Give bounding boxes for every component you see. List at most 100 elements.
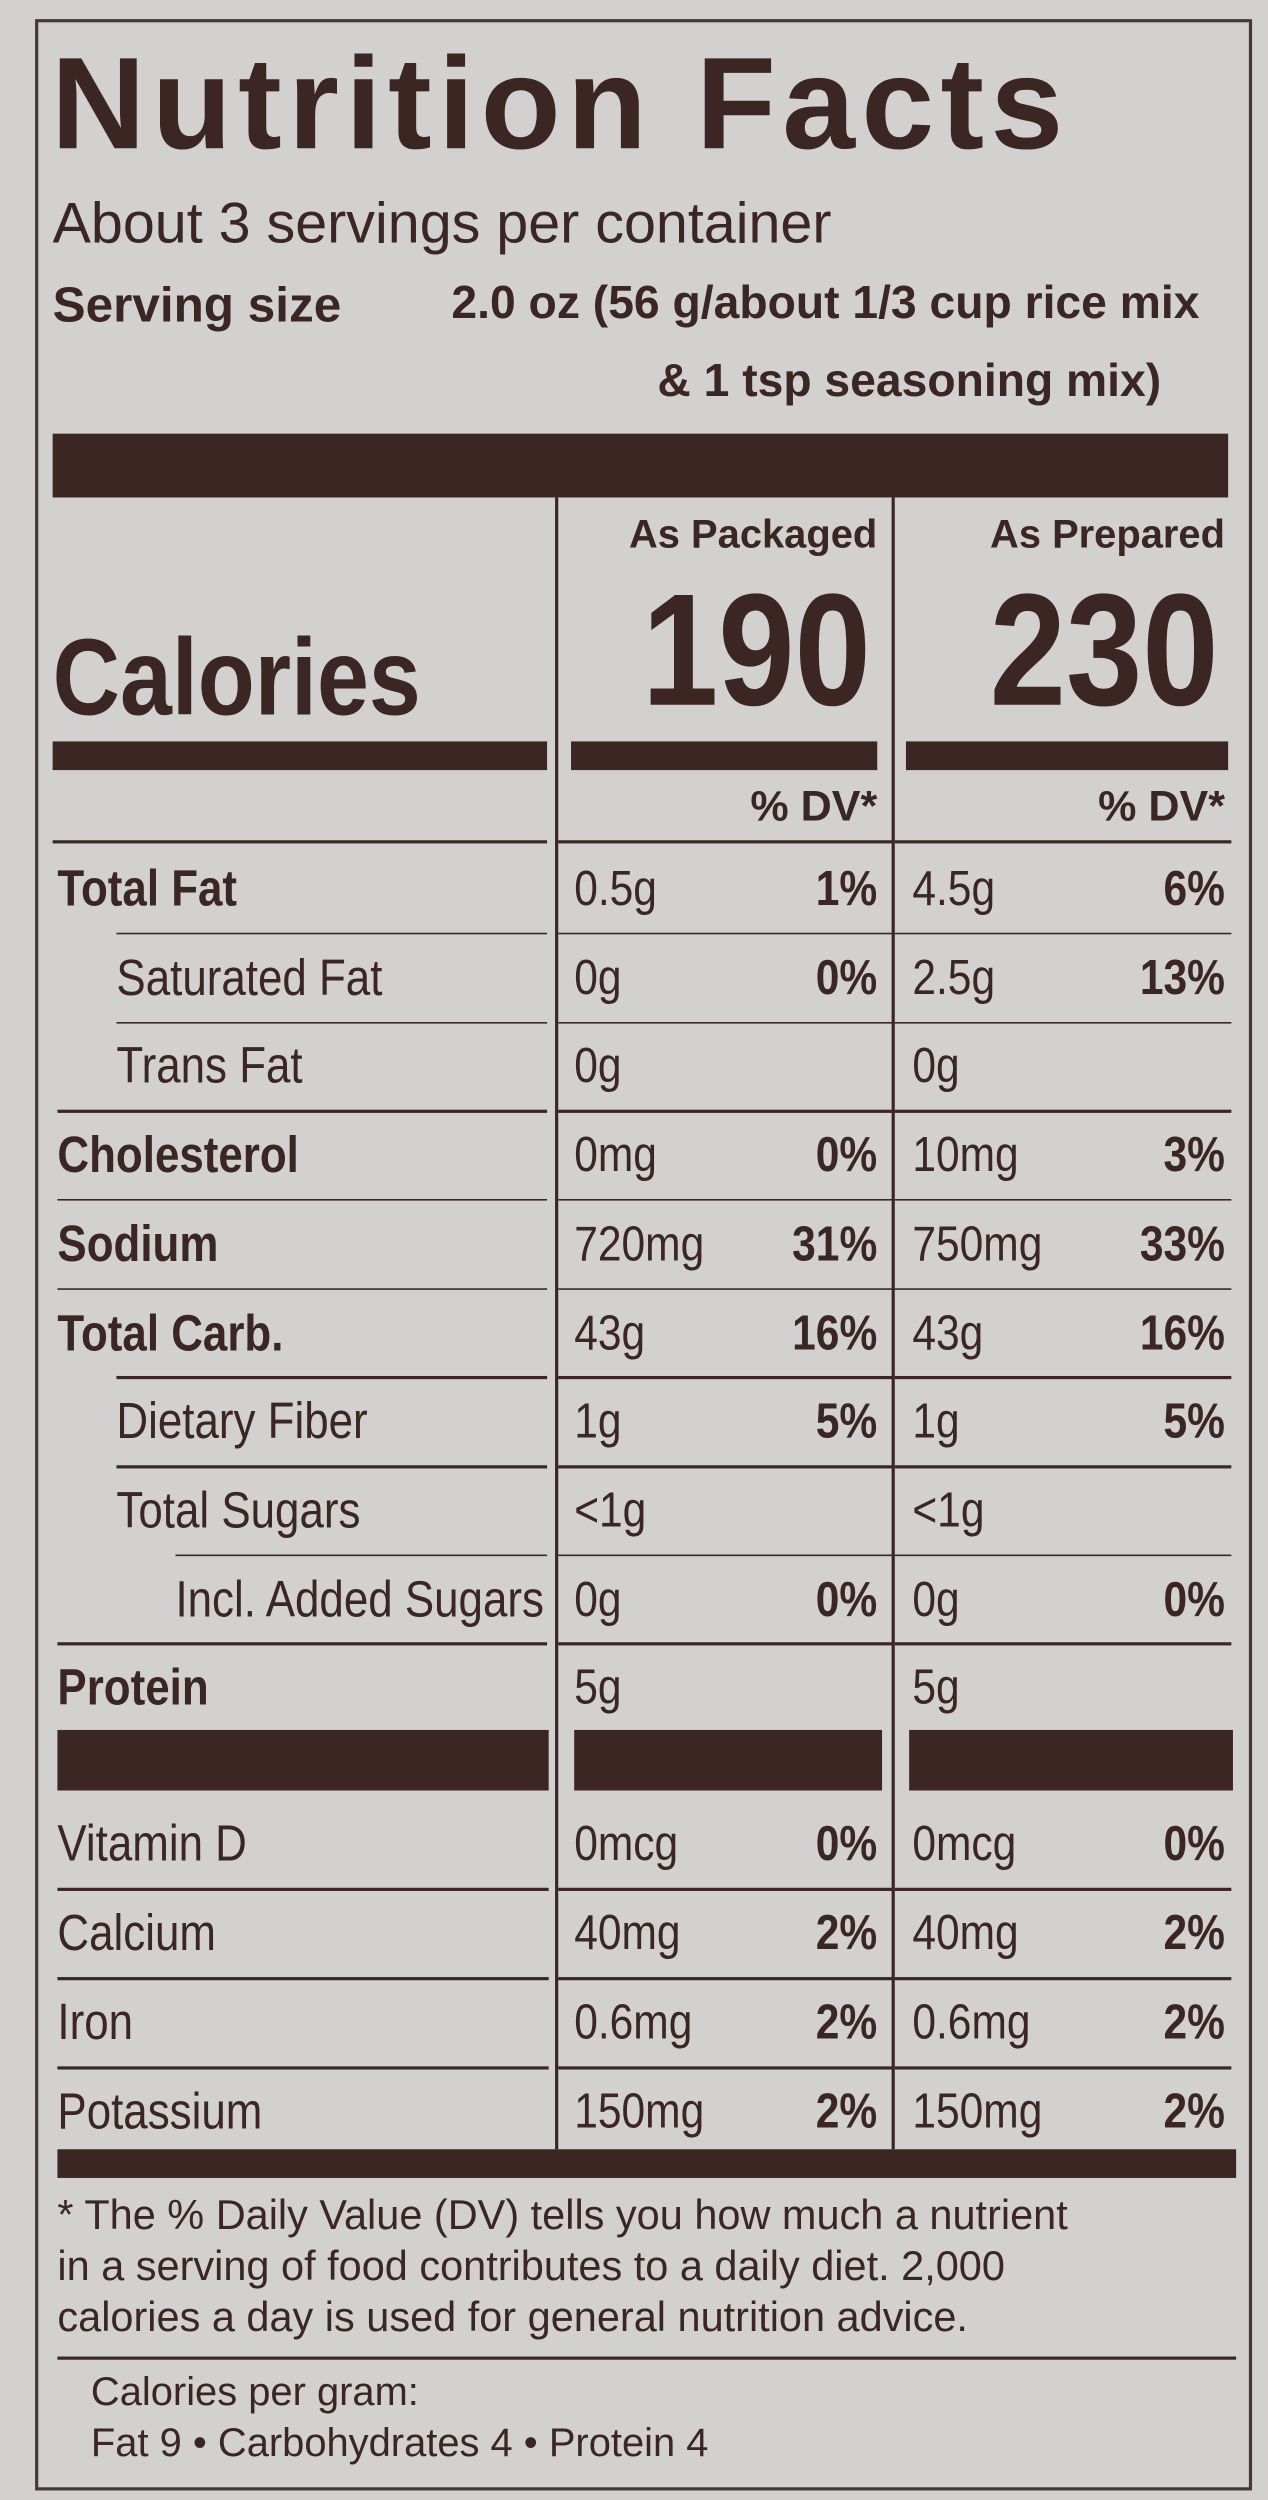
daily-value-text: 2% [1163, 2083, 1225, 2139]
amount-text: 43g [574, 1304, 646, 1361]
row-rule [57, 1977, 549, 1980]
amount-text: 0g [574, 1570, 622, 1627]
column-heading-text: As Prepared [990, 512, 1225, 558]
calories-value: 230 [952, 571, 1219, 730]
daily-value-text: 2% [815, 1904, 878, 1961]
daily-value-text: 31% [792, 1215, 878, 1272]
daily-value-text: 16% [792, 1304, 878, 1361]
amount-text: 5g [574, 1659, 622, 1716]
nutrient-name: Iron [57, 1996, 145, 2047]
servings: About 3 servings per container [52, 189, 832, 256]
nutrient-name-text: Vitamin D [57, 1814, 247, 1872]
nutrient-name-text: Protein [57, 1658, 209, 1717]
row-rule [175, 1554, 548, 1557]
daily-value: 0% [806, 1130, 877, 1179]
nutrient-name-text: Total Sugars [116, 1481, 361, 1539]
nutrient-name-text: Dietary Fiber [116, 1392, 368, 1450]
daily-value: 2% [1153, 2086, 1224, 2135]
amount: 0mcg [912, 1818, 1033, 1867]
row-rule [558, 1642, 894, 1646]
row-rule [894, 2066, 1232, 2069]
nutrient-name-text: Calcium [57, 1903, 216, 1962]
row-rule [558, 932, 894, 935]
calories-per-gram-label: Calories per gram: [90, 2370, 419, 2415]
calories-value: 190 [605, 571, 871, 730]
amount: 1g [912, 1396, 967, 1445]
amount-text: 4.5g [912, 860, 996, 916]
amount: 43g [912, 1307, 995, 1356]
row-rule [558, 1021, 894, 1024]
row-rule [116, 1021, 548, 1024]
nutrient-name: Sodium [57, 1218, 244, 1269]
amount-text: 40mg [912, 1904, 1019, 1961]
nutrient-name: Incl. Added Sugars [175, 1573, 603, 1624]
label-border [35, 19, 1253, 2491]
nutrient-name: Vitamin D [57, 1818, 277, 1869]
daily-value-text: 13% [1139, 948, 1225, 1005]
daily-value: 1% [806, 863, 877, 912]
amount-text: 0g [912, 1037, 960, 1094]
daily-value: 0% [806, 1818, 877, 1867]
daily-value: 3% [1153, 1130, 1224, 1179]
amount-text: 0mg [574, 1126, 657, 1183]
serving-size-label: Serving size [52, 276, 342, 333]
row-rule [894, 840, 1232, 843]
daily-value-text: 0% [815, 1570, 878, 1627]
row-rule [894, 1977, 1232, 1980]
row-rule [57, 1887, 549, 1891]
row-rule [57, 2066, 549, 2069]
nutrient-name: Total Sugars [116, 1484, 400, 1535]
row-rule [894, 1642, 1232, 1646]
daily-value: 2% [1153, 1997, 1224, 2046]
calories-per-gram: Fat 9 • Carbohydrates 4 • Protein 4 [90, 2421, 709, 2466]
daily-value-text: 2% [815, 2083, 878, 2139]
nutrient-name-text: Trans Fat [116, 1036, 303, 1095]
row-rule [558, 1465, 894, 1468]
row-rule [558, 1287, 894, 1291]
amount: 0.6mg [912, 1997, 1049, 2046]
thick-bar [57, 1729, 549, 1791]
column-divider [891, 497, 895, 2150]
row-rule [894, 1554, 1232, 1557]
footnote-rule [57, 2356, 1237, 2359]
nutrient-name: Trans Fat [116, 1040, 332, 1091]
serving-size-value: 2.0 oz (56 g/about 1/3 cup rice mix [451, 278, 1200, 330]
row-rule [894, 932, 1232, 935]
nutrient-name: Dietary Fiber [116, 1395, 408, 1446]
amount: 0mg [574, 1130, 670, 1179]
thick-bar [909, 1729, 1233, 1791]
amount-text: 0g [912, 1570, 960, 1627]
amount: 0.6mg [574, 1997, 711, 2046]
footnote: * The % Daily Value (DV) tells you how m… [57, 2190, 1068, 2239]
daily-value: 0% [1153, 1574, 1224, 1623]
amount: 150mg [912, 2086, 1063, 2135]
amount-text: 40mg [574, 1904, 681, 1961]
amount-text: 2.5g [912, 948, 996, 1005]
row-rule [57, 1110, 548, 1113]
amount-text: 5g [912, 1659, 960, 1716]
amount: 0g [574, 952, 629, 1001]
daily-value: 0% [1153, 1818, 1224, 1867]
amount-text: <1g [574, 1481, 647, 1538]
row-rule [894, 1287, 1232, 1291]
amount-text: 720mg [574, 1215, 705, 1272]
daily-value: 16% [1126, 1307, 1225, 1356]
amount: 40mg [912, 1908, 1036, 1957]
row-rule [894, 1021, 1232, 1024]
daily-value-text: 33% [1139, 1215, 1225, 1272]
footnote: calories a day is used for general nutri… [57, 2292, 968, 2341]
amount: 5g [574, 1663, 629, 1712]
daily-value-text: 5% [1163, 1393, 1225, 1449]
daily-value-text: 2% [1163, 1993, 1225, 2050]
nutrient-name-text: Sodium [57, 1214, 219, 1273]
dv-heading: % DV* [1098, 784, 1225, 828]
amount: 0g [574, 1041, 629, 1090]
amount-text: 1g [574, 1393, 622, 1449]
row-rule [558, 1198, 894, 1202]
amount-text: <1g [912, 1481, 985, 1538]
row-rule [116, 1376, 548, 1379]
nutrient-name-text: Total Carb. [57, 1303, 284, 1361]
thick-bar [574, 1729, 883, 1791]
row-rule [558, 840, 894, 843]
